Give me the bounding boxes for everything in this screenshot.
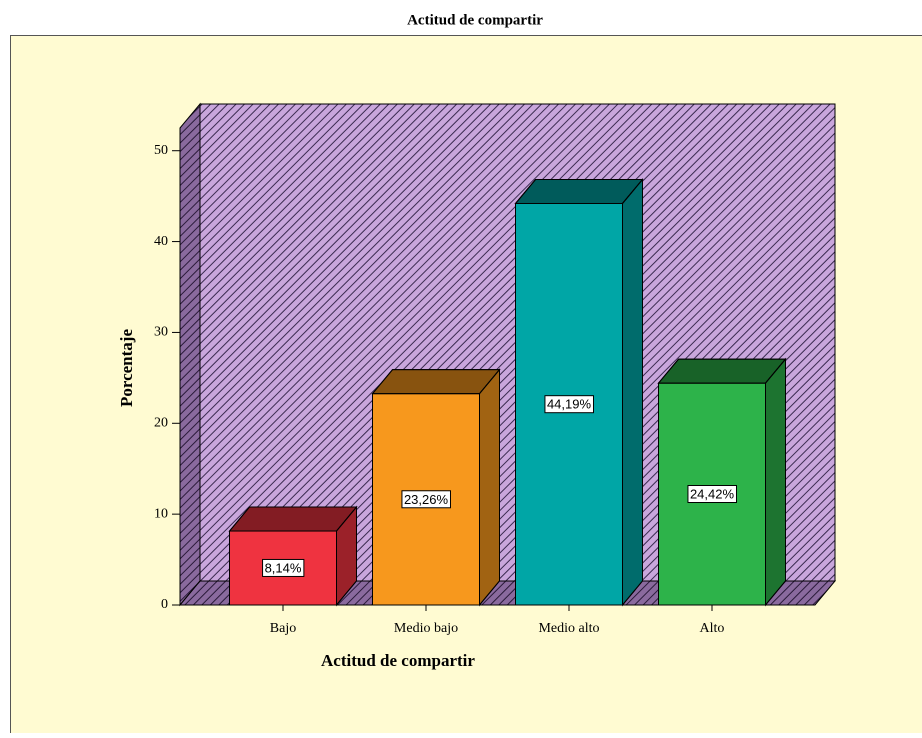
y-tick-label: 50 <box>154 143 168 158</box>
x-tick-label: Medio alto <box>538 621 599 636</box>
bar-top-shade <box>516 180 643 204</box>
bar-side-shade <box>623 180 643 605</box>
x-tick-label: Bajo <box>270 621 296 636</box>
bar-side-shade <box>480 370 500 605</box>
x-axis-title: Actitud de compartir <box>321 651 475 670</box>
bar-top-shade <box>373 370 500 394</box>
bar-top-shade <box>659 359 786 383</box>
value-label: 8,14% <box>265 560 302 575</box>
y-tick-label: 40 <box>154 234 168 249</box>
y-tick-label: 10 <box>154 506 168 521</box>
value-label: 44,19% <box>547 397 592 412</box>
bar <box>516 180 643 605</box>
y-tick-label: 20 <box>154 416 168 431</box>
y-tick-label: 0 <box>161 597 168 612</box>
bar-side-shade <box>766 359 786 605</box>
y-tick-label: 30 <box>154 325 168 340</box>
chart-title: Actitud de compartir <box>407 12 543 28</box>
bar <box>659 359 786 605</box>
x-tick-label: Medio bajo <box>394 621 458 636</box>
value-label: 24,42% <box>690 487 735 502</box>
bar-top-shade <box>230 507 357 531</box>
bar <box>230 507 357 605</box>
x-tick-label: Alto <box>700 621 725 636</box>
bar <box>373 370 500 605</box>
y-axis-title: Porcentaje <box>117 329 136 407</box>
value-label: 23,26% <box>404 492 449 507</box>
side-wall <box>180 104 200 605</box>
